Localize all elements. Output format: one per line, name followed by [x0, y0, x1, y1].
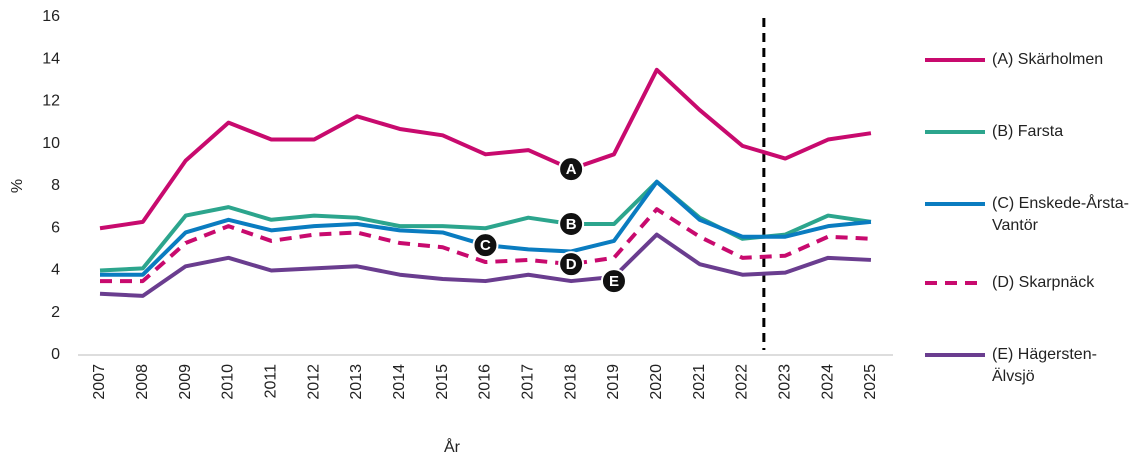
x-tick-label: 2017 [520, 364, 537, 400]
y-tick-label: 0 [51, 346, 60, 363]
x-tick-label: 2020 [648, 364, 665, 400]
x-tick-label: 2019 [605, 364, 622, 400]
annotation-label: D [566, 256, 577, 273]
y-tick-label: 10 [42, 135, 60, 152]
legend-label: (E) Hägersten-Älvsjö [992, 346, 1097, 385]
x-tick-label: 2008 [134, 364, 151, 400]
y-tick-label: 14 [42, 50, 60, 67]
legend-label: (C) Enskede-Årsta-Vantör [992, 195, 1129, 234]
annotation-badge [472, 232, 499, 259]
annotation-label: B [566, 216, 577, 233]
annotation-badge [558, 251, 585, 278]
x-tick-label: 2014 [391, 364, 408, 400]
legend-label: (B) Farsta [992, 123, 1064, 140]
series-line [100, 207, 872, 284]
series-line [99, 179, 872, 273]
x-tick-label: 2007 [91, 364, 108, 400]
legend-label: (A) Skärholmen [992, 51, 1104, 68]
x-tick-label: 2018 [562, 364, 579, 400]
y-tick-label: 8 [51, 177, 60, 194]
annotation-badge [558, 211, 585, 238]
annotation-label: A [566, 161, 577, 178]
x-tick-label: 2023 [776, 364, 793, 400]
legend-label: (D) Skarpnäck [992, 274, 1095, 291]
x-tick-label: 2012 [305, 364, 322, 400]
y-axis-label: % [9, 179, 26, 193]
y-tick-label: 6 [51, 219, 60, 236]
y-tick-label: 4 [51, 262, 60, 279]
x-tick-label: 2011 [263, 364, 280, 399]
x-tick-label: 2021 [691, 364, 708, 400]
x-tick-label: 2015 [434, 364, 451, 400]
x-tick-label: 2013 [348, 364, 365, 400]
y-tick-label: 12 [42, 93, 60, 110]
series-line [99, 67, 872, 231]
x-tick-label: 2016 [477, 364, 494, 400]
x-tick-label: 2025 [862, 364, 879, 400]
annotation-label: E [609, 273, 619, 290]
y-tick-label: 16 [42, 8, 60, 25]
annotation-badge [600, 268, 627, 295]
x-tick-label: 2010 [220, 364, 237, 400]
y-tick-label: 2 [51, 304, 60, 321]
series-line [99, 232, 872, 298]
annotation-badge [558, 156, 585, 183]
x-tick-label: 2022 [734, 364, 751, 400]
x-tick-label: 2024 [819, 364, 836, 400]
x-tick-label: 2009 [177, 364, 194, 400]
x-axis-label: År [444, 437, 461, 456]
annotation-label: C [480, 237, 491, 254]
